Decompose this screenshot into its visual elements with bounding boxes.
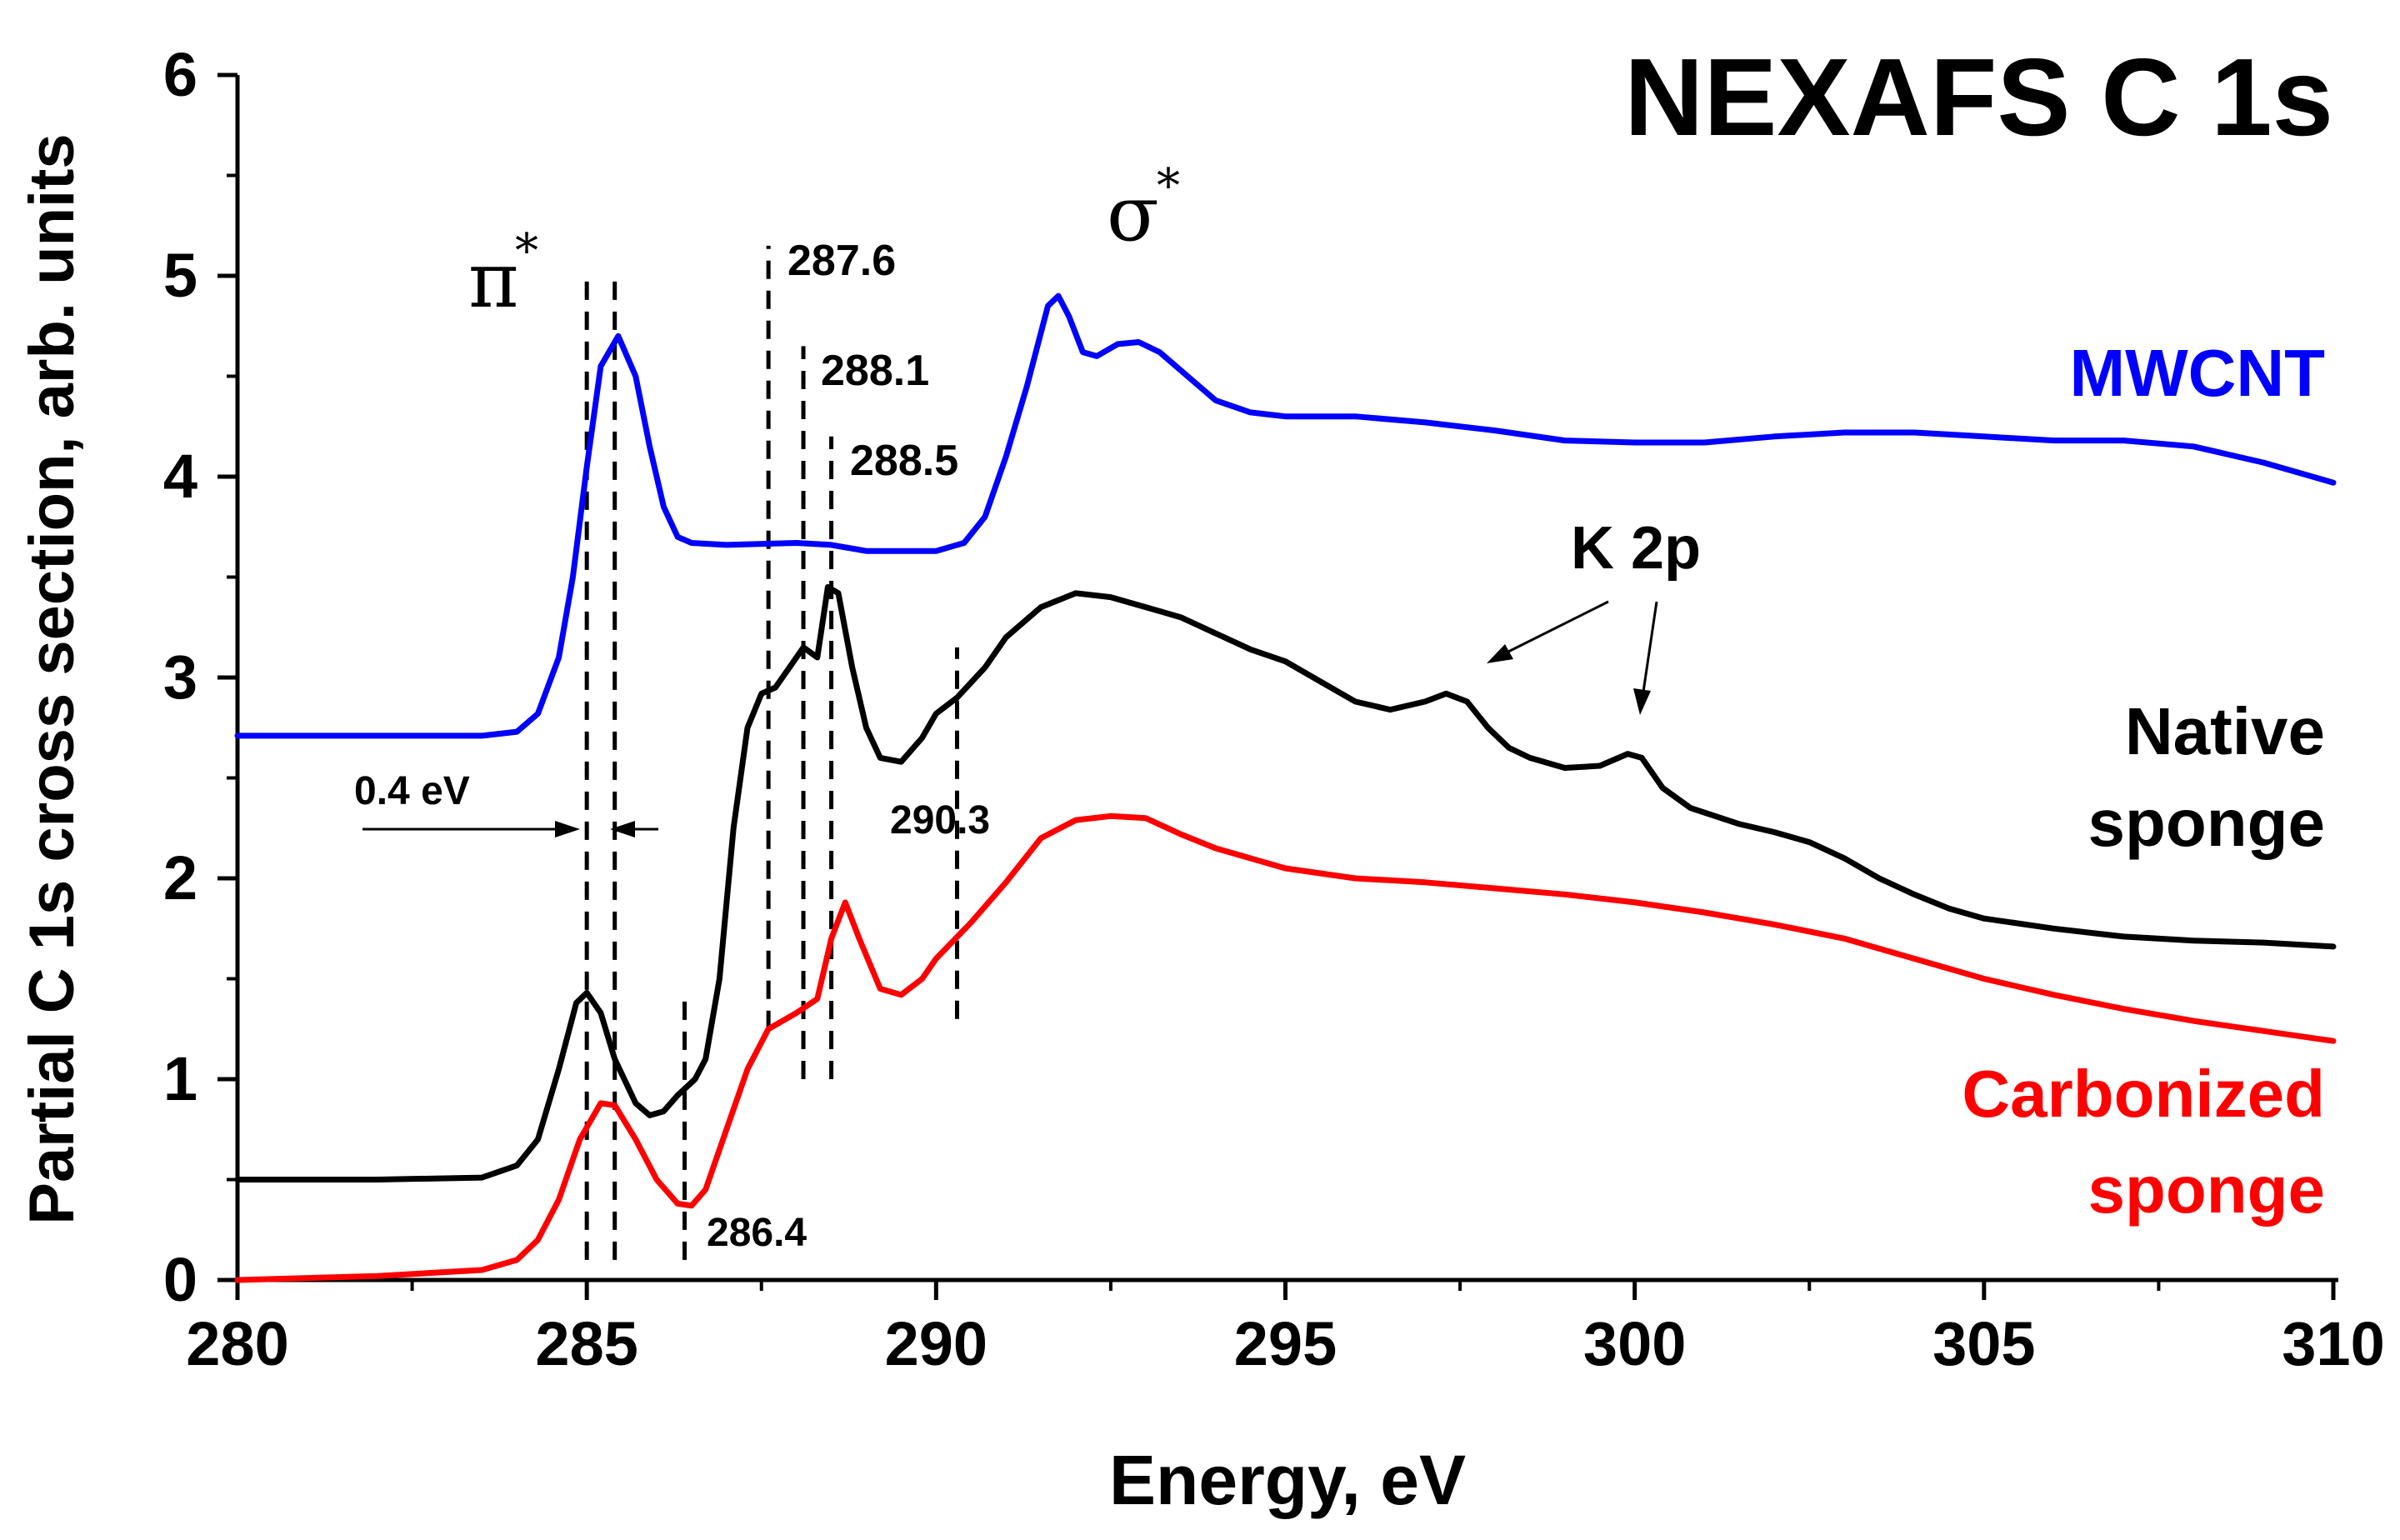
annotation-k2p: K 2p [1571, 515, 1701, 582]
x-tick-label-310: 310 [2282, 1309, 2384, 1378]
annotation-288-1: 288.1 [821, 347, 929, 395]
y-tick-label-5: 5 [163, 241, 198, 310]
pi-star-label: π [468, 236, 518, 325]
k2p-arrow-1-head [1487, 644, 1513, 663]
k2p-arrow-1-line [1506, 600, 1609, 654]
y-tick-label-3: 3 [163, 642, 198, 712]
annotation-288-5: 288.5 [850, 437, 958, 485]
x-axis-label: Energy, eV [1109, 1441, 1466, 1519]
y-tick-label-2: 2 [163, 843, 198, 912]
series-label-carbonized-line1: Carbonized [1962, 1057, 2325, 1131]
ticks [218, 72, 2336, 1300]
series-lines [234, 292, 2337, 1283]
x-tick-label-290: 290 [885, 1309, 988, 1378]
k2p-arrow-2-line [1642, 601, 1658, 692]
x-tick-label-305: 305 [1932, 1309, 2035, 1378]
series-label-native-line1: Native [2125, 694, 2325, 768]
annotation-287-6: 287.6 [788, 237, 896, 285]
shift-arrows [362, 821, 658, 838]
y-axis-label: Partial C 1s cross section, arb. units [17, 133, 88, 1224]
x-tick-label-295: 295 [1234, 1309, 1337, 1378]
sigma-star-label: σ [1107, 169, 1159, 258]
tick-labels: 280 285 290 295 300 305 310 0 1 2 3 4 5 6 [163, 40, 2385, 1378]
series-label-mwcnt: MWCNT [2069, 336, 2325, 410]
series-label-carbonized-line2: sponge [2088, 1152, 2325, 1227]
annotation-286-4: 286.4 [707, 1211, 807, 1255]
y-tick-label-1: 1 [163, 1044, 198, 1113]
y-tick-label-4: 4 [163, 442, 198, 511]
series-line-carbonized-sponge [234, 812, 2337, 1283]
series-line-native-sponge [234, 584, 2337, 1182]
x-tick-label-300: 300 [1583, 1309, 1686, 1378]
k2p-arrow-2-head [1633, 688, 1651, 715]
x-tick-label-280: 280 [186, 1309, 288, 1378]
k2p-arrows [1487, 600, 1658, 715]
chart-title: NEXAFS C 1s [1624, 36, 2333, 158]
shift-arrow-right-head [610, 821, 635, 838]
x-tick-label-285: 285 [535, 1309, 638, 1378]
series-line-mwcnt [234, 292, 2337, 739]
sigma-star-superscript: * [1157, 159, 1180, 213]
pi-star-superscript: * [515, 224, 538, 278]
annotation-290-3: 290.3 [890, 798, 990, 842]
series-label-native-line2: sponge [2088, 786, 2325, 860]
shift-arrow-left-head [555, 821, 580, 838]
y-tick-label-0: 0 [163, 1245, 198, 1314]
annotation-shift-0-4-ev: 0.4 eV [354, 769, 470, 813]
reference-lines [584, 245, 959, 1260]
y-tick-label-6: 6 [163, 40, 198, 109]
